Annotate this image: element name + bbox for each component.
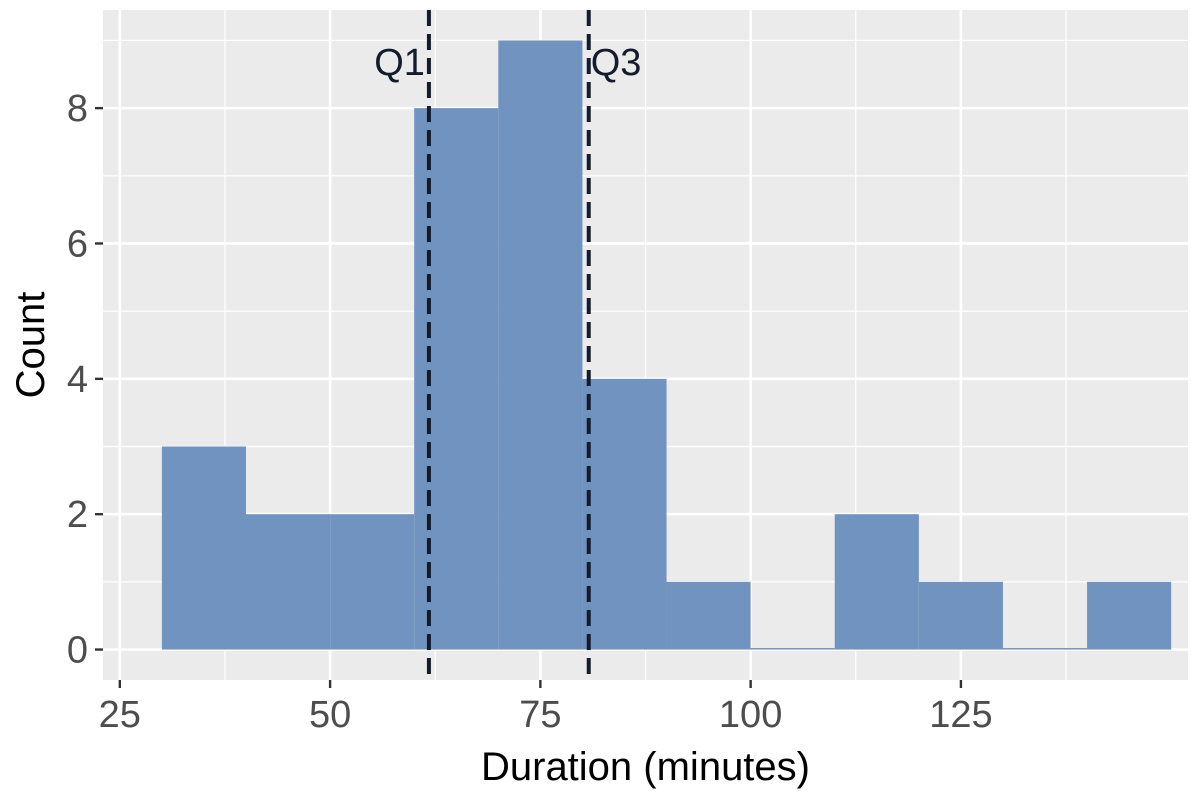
quartile-label-q3: Q3 bbox=[591, 42, 642, 84]
major-gridlines bbox=[103, 10, 1188, 680]
quartile-label-q1: Q1 bbox=[374, 42, 425, 84]
histogram-bar bbox=[330, 514, 415, 650]
y-tick-label: 8 bbox=[67, 88, 88, 130]
x-tick-label: 125 bbox=[929, 694, 992, 736]
x-axis-title: Duration (minutes) bbox=[481, 745, 810, 789]
quartile-lines: Q1 Q3 bbox=[374, 10, 641, 680]
histogram-bar bbox=[1002, 648, 1088, 650]
tick-labels: 25 50 75 100 125 0 2 4 6 8 bbox=[67, 88, 993, 736]
y-tick-label: 0 bbox=[67, 630, 88, 672]
x-tick-label: 75 bbox=[519, 694, 561, 736]
y-axis-title: Count bbox=[9, 292, 53, 399]
histogram-bar bbox=[414, 108, 499, 650]
y-tick-label: 4 bbox=[67, 359, 88, 401]
histogram-bar bbox=[582, 378, 667, 650]
x-tick-label: 25 bbox=[99, 694, 141, 736]
histogram-bar bbox=[245, 514, 331, 650]
histogram-bar bbox=[834, 514, 919, 650]
histogram-bar bbox=[1087, 581, 1172, 650]
y-tick-label: 2 bbox=[67, 494, 88, 536]
histogram-bar bbox=[498, 40, 583, 650]
histogram-bar bbox=[750, 648, 835, 650]
histogram-bar bbox=[161, 446, 246, 650]
histogram-bar bbox=[918, 581, 1003, 650]
histogram-bar bbox=[666, 581, 751, 650]
x-tick-label: 100 bbox=[719, 694, 782, 736]
axis-ticks bbox=[95, 106, 963, 688]
x-tick-label: 50 bbox=[309, 694, 351, 736]
y-tick-label: 6 bbox=[67, 223, 88, 265]
histogram-bars bbox=[161, 40, 1172, 650]
